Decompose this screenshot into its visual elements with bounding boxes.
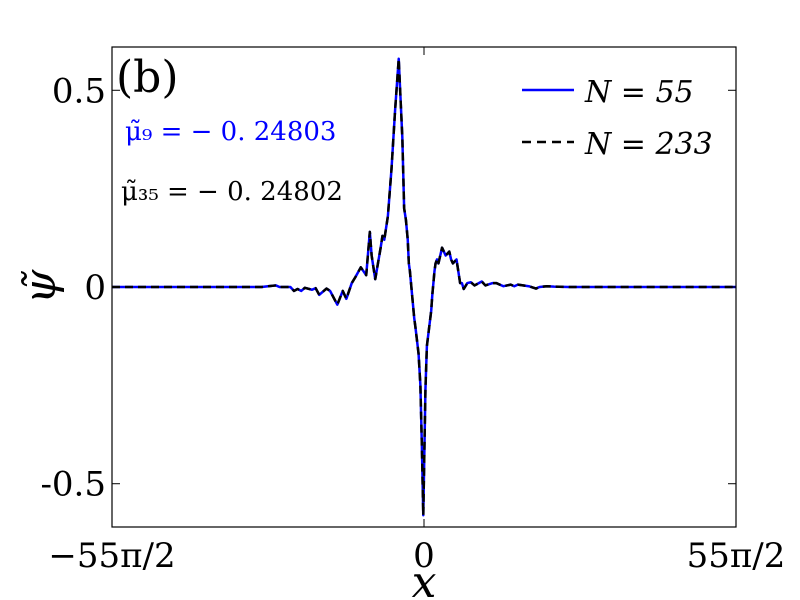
y-axis-label: ψ̃ — [15, 269, 66, 304]
y-tick-label: 0 — [84, 268, 106, 308]
series-layer — [112, 57, 736, 517]
annotation-mu9: μ̃₉ = − 0. 24803 — [125, 117, 336, 147]
annotation-mu35: μ̃₃₅ = − 0. 24802 — [121, 177, 343, 207]
series-line-n233 — [112, 57, 736, 517]
panel-label: (b) — [116, 52, 179, 103]
legend: N = 55 N = 233 — [522, 75, 713, 162]
y-tick-label: -0.5 — [40, 465, 106, 505]
x-tick-label: 55π/2 — [687, 536, 786, 576]
y-tick-label: 0.5 — [52, 71, 106, 111]
x-axis-label: x — [412, 557, 437, 600]
legend-label-n55: N = 55 — [584, 75, 694, 110]
tick-layer: −55π/2 0 55π/2 0.5 0 -0.5 — [40, 47, 785, 576]
legend-label-n233: N = 233 — [584, 127, 713, 162]
x-tick-label: 0 — [413, 536, 435, 576]
x-tick-label: −55π/2 — [48, 536, 175, 576]
